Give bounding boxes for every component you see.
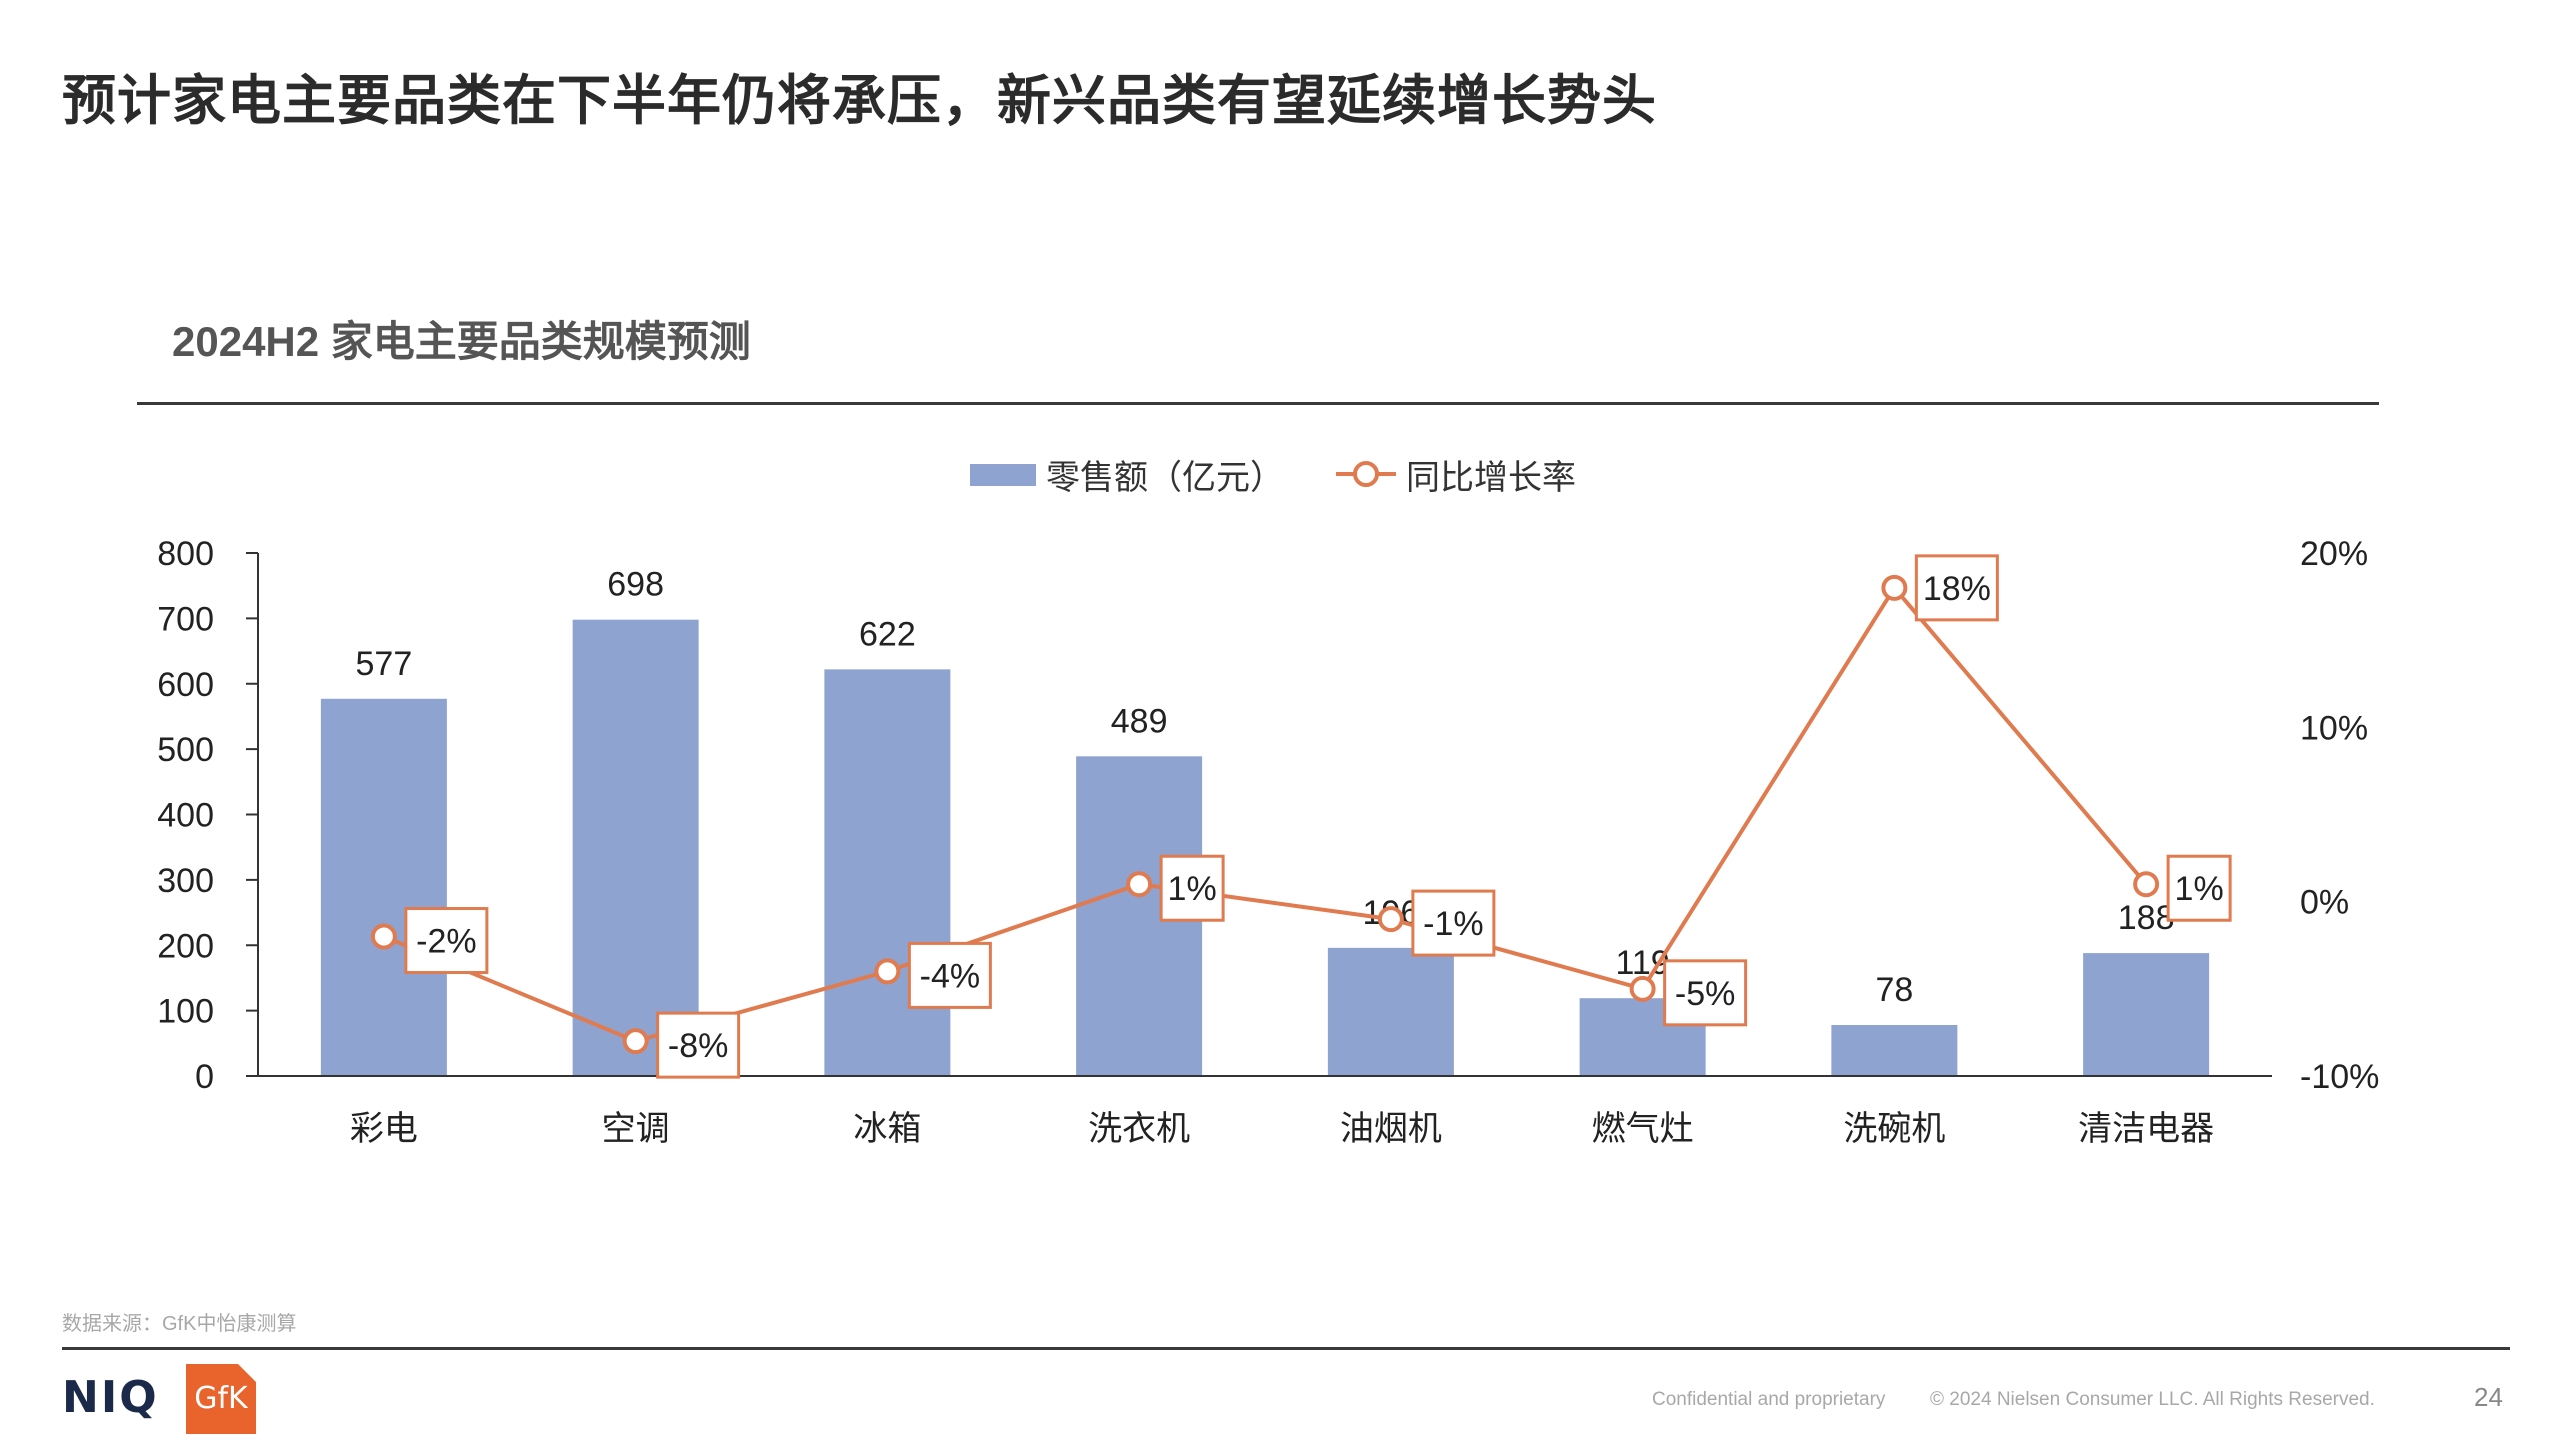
title-divider [137,402,2379,405]
growth-point [1629,975,1656,1002]
growth-point [1126,871,1153,898]
legend-bar-swatch [970,464,1036,486]
x-tick-label: 燃气灶 [1592,1110,1694,1148]
x-tick-label: 清洁电器 [2078,1110,2214,1148]
legend-line-label: 同比增长率 [1406,459,1576,497]
y-left-tick-label: 400 [157,797,214,835]
y-right-tick-label: -10% [2300,1058,2379,1096]
y-right-tick-label: 0% [2300,884,2349,922]
x-tick-label: 油烟机 [1340,1110,1442,1148]
growth-label-box [656,1011,741,1079]
growth-label: -1% [1423,905,1483,943]
slide-title: 预计家电主要品类在下半年仍将承压，新兴品类有望延续增长势头 [62,71,1657,131]
gfk-logo: GfK [186,1364,256,1434]
y-left-tick-label: 800 [157,535,214,573]
growth-point [874,958,901,985]
bar-空调 [572,619,699,1076]
bar-value-label: 622 [859,615,916,653]
page-number: 24 [2474,1382,2503,1412]
bar-彩电 [320,698,447,1076]
growth-label-box [404,907,489,975]
x-tick-label: 彩电 [350,1110,418,1148]
growth-label-box [907,941,992,1009]
y-right-tick-label: 10% [2300,709,2368,747]
growth-label: -8% [668,1027,728,1065]
bar-value-label: 698 [607,566,664,604]
bar-清洁电器 [2083,953,2210,1076]
x-tick-label: 空调 [602,1110,670,1148]
y-left-tick-label: 700 [157,600,214,638]
chart-title: 2024H2 家电主要品类规模预测 [172,318,751,365]
growth-point [622,1028,649,1055]
growth-label: 1% [1168,870,1217,908]
source-note: 数据来源：GfK中怡康测算 [62,1313,297,1335]
legend-bar-label: 零售额（亿元） [1046,459,1284,497]
growth-label: -5% [1675,975,1735,1013]
growth-point [1377,906,1404,933]
bar-value-label: 188 [2118,899,2175,937]
growth-point [370,923,397,950]
footer-copyright: © 2024 Nielsen Consumer LLC. All Rights … [1930,1389,2375,1410]
niq-logo: NIQ [62,1372,159,1423]
y-right-tick-label: 20% [2300,535,2368,573]
growth-label: 1% [2175,870,2224,908]
growth-point [2133,871,2160,898]
growth-point [1881,574,1908,601]
chart: 零售额（亿元） 同比增长率 0 100 200 300 400 500 600 700 800 -10… [157,459,2379,1148]
growth-label: 18% [1923,570,1991,608]
bar-value-label: 577 [356,645,413,683]
bar-洗碗机 [1831,1025,1958,1076]
y-left-tick-label: 0 [195,1058,214,1096]
bar-value-label: 489 [1111,702,1168,740]
y-left-tick-label: 500 [157,731,214,769]
legend-line-marker [1353,461,1379,487]
growth-label-box [2166,854,2232,922]
x-tick-label: 洗衣机 [1088,1110,1190,1148]
growth-label-box [1411,889,1496,957]
growth-label-box [1159,854,1225,922]
footer-divider [62,1347,2510,1350]
x-tick-label: 洗碗机 [1843,1110,1945,1148]
bar-油烟机 [1327,947,1454,1076]
y-left-tick-label: 200 [157,927,214,965]
growth-label: -2% [416,923,476,961]
bar-value-label: 78 [1875,971,1913,1009]
bar-冰箱 [824,669,951,1076]
y-left-tick-label: 300 [157,862,214,900]
x-tick-label: 冰箱 [853,1110,921,1148]
growth-label-box [1914,554,1999,622]
footer-confidential: Confidential and proprietary [1652,1389,1886,1410]
growth-label: -4% [920,957,980,995]
y-left-tick-label: 100 [157,993,214,1031]
y-left-tick-label: 600 [157,666,214,704]
growth-label-box [1663,959,1748,1027]
